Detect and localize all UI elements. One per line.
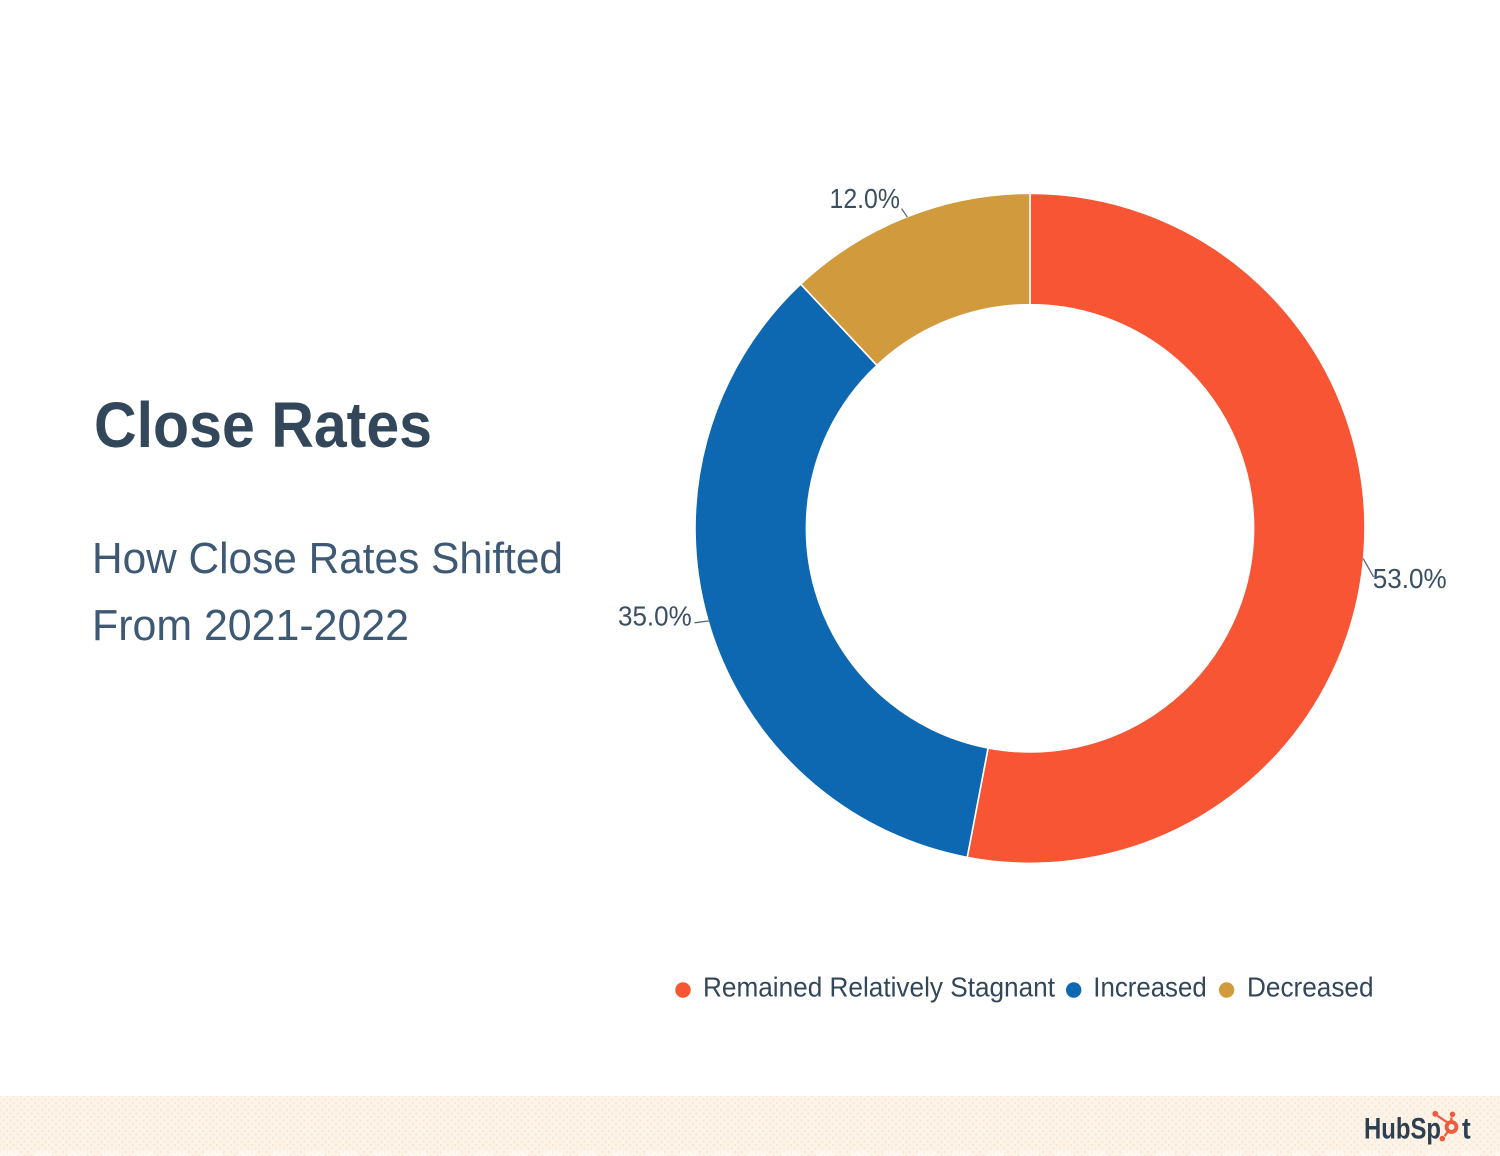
svg-text:How Close Rates Shifted: How Close Rates Shifted xyxy=(92,534,563,583)
svg-text:Remained Relatively Stagnant: Remained Relatively Stagnant xyxy=(703,971,1055,1002)
svg-text:12.0%: 12.0% xyxy=(830,183,901,214)
svg-text:From 2021-2022: From 2021-2022 xyxy=(92,601,409,650)
svg-text:Decreased: Decreased xyxy=(1247,971,1374,1002)
svg-text:35.0%: 35.0% xyxy=(618,601,692,632)
svg-text:HubSp: HubSp xyxy=(1364,1113,1441,1146)
svg-text:Increased: Increased xyxy=(1093,971,1206,1002)
svg-text:t: t xyxy=(1462,1113,1471,1146)
svg-text:Close Rates: Close Rates xyxy=(94,389,432,461)
svg-text:53.0%: 53.0% xyxy=(1373,563,1447,594)
